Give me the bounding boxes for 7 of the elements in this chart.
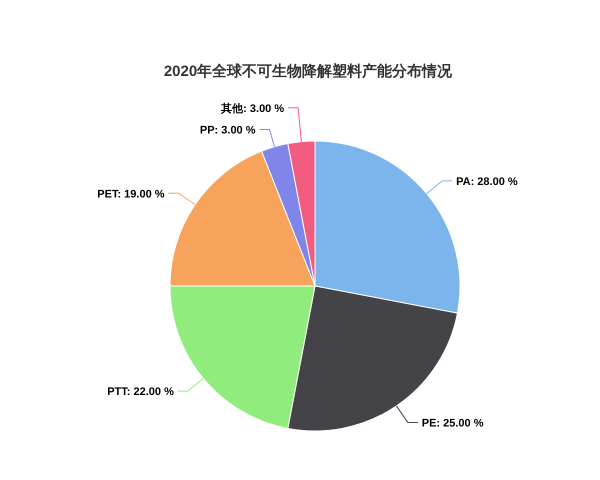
chart-title: 2020年全球不可生物降解塑料产能分布情况 [164,62,454,80]
slice-label: PTT: 22.00 % [107,386,174,398]
slice-label: 其他: 3.00 % [220,102,284,115]
slice-label: PE: 25.00 % [422,417,484,430]
slice-label: PP: 3.00 % [200,124,256,136]
slice-label: PA: 28.00 % [456,176,518,188]
slice-label: PET: 19.00 % [97,188,165,200]
